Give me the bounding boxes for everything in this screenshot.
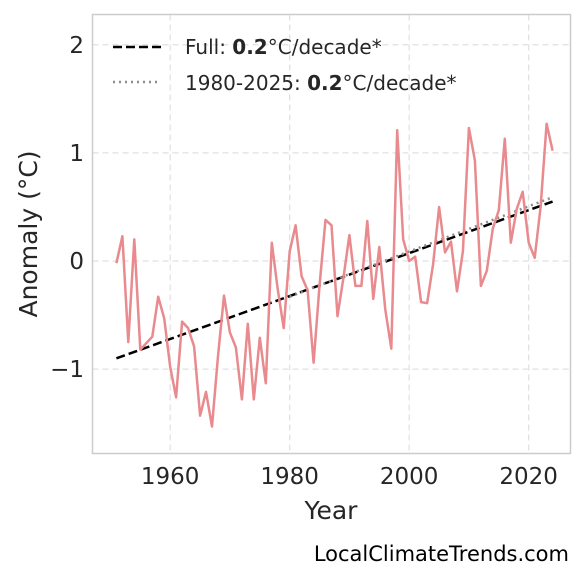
- watermark: LocalClimateTrends.com: [314, 542, 569, 566]
- legend-full-rate: 0.2: [232, 35, 267, 59]
- legend-full-prefix: Full:: [185, 35, 232, 59]
- plot-frame: [91, 13, 572, 455]
- x-tick-label: 1960: [141, 464, 200, 490]
- legend-full-suffix: °C/decade*: [268, 35, 382, 59]
- grid: [92, 14, 571, 454]
- legend-recent-suffix: °C/decade*: [343, 71, 457, 95]
- y-tick-label: 2: [69, 33, 84, 59]
- x-tick-label: 1980: [260, 464, 319, 490]
- legend-recent-rate: 0.2: [307, 71, 342, 95]
- x-tick-label: 2000: [380, 464, 439, 490]
- legend-full-label: Full: 0.2°C/decade*: [185, 35, 382, 59]
- x-tick-label: 2020: [499, 464, 558, 490]
- legend: Full: 0.2°C/decade* 1980-2025: 0.2°C/dec…: [113, 35, 457, 95]
- y-tick-label: 0: [69, 249, 84, 275]
- x-axis-label: Year: [304, 496, 359, 525]
- x-tick-labels: 1960 1980 2000 2020: [141, 464, 558, 490]
- anomaly-series-line: [115, 122, 554, 428]
- legend-recent-prefix: 1980-2025:: [185, 71, 307, 95]
- y-tick-label: −1: [50, 357, 84, 383]
- y-tick-label: 1: [69, 141, 84, 167]
- y-tick-labels: −1 0 1 2: [50, 33, 84, 383]
- y-axis-label: Anomaly (°C): [14, 150, 43, 317]
- legend-recent-label: 1980-2025: 0.2°C/decade*: [185, 71, 457, 95]
- series: [115, 122, 554, 428]
